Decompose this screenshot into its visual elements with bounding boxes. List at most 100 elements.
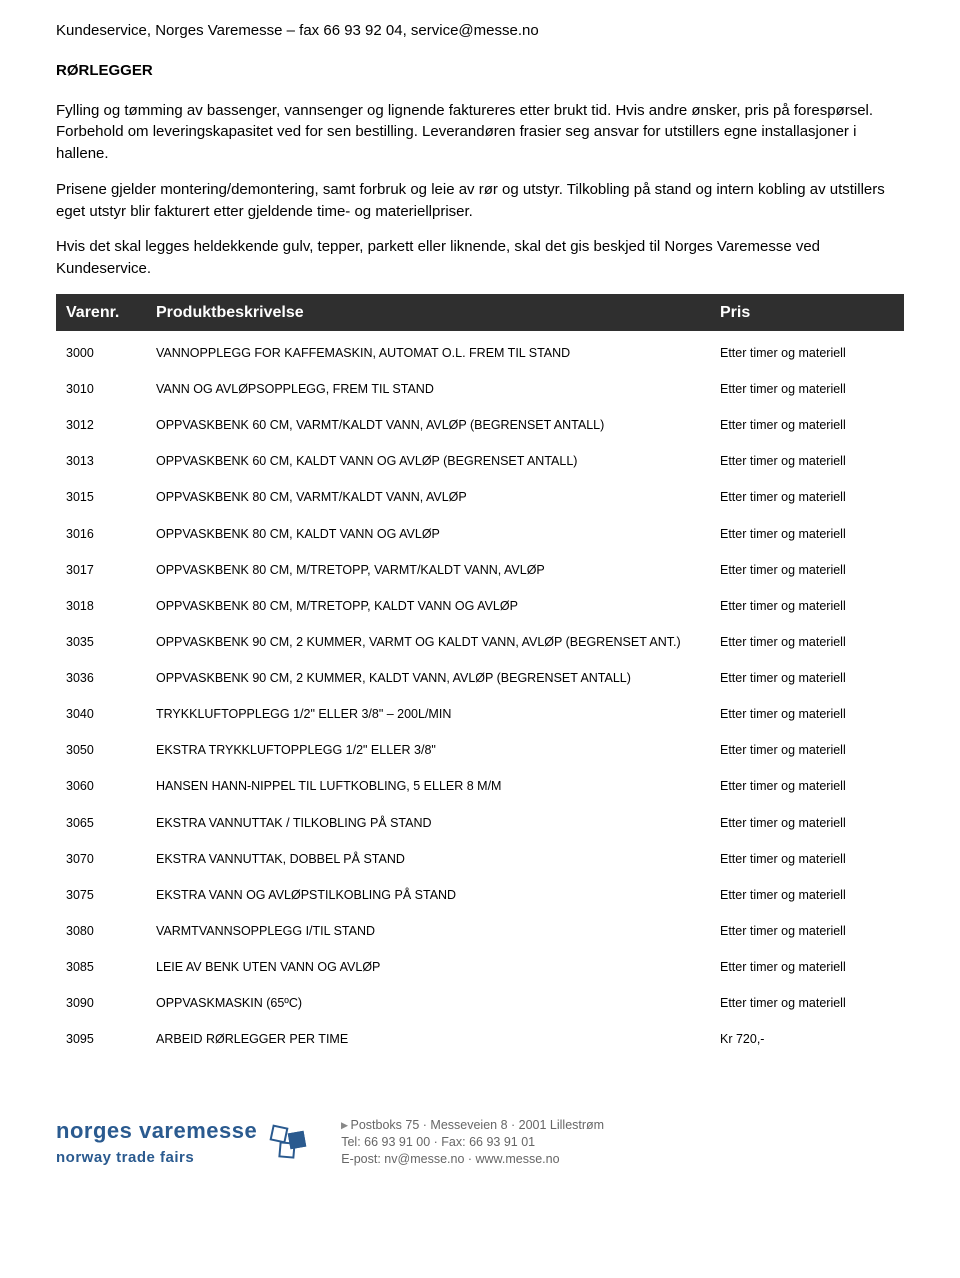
cell-pris: Etter timer og materiell (714, 922, 894, 940)
table-row: 3080VARMTVANNSOPPLEGG I/TIL STANDEtter t… (56, 913, 904, 949)
cell-pris: Etter timer og materiell (714, 850, 894, 868)
cell-desc: VARMTVANNSOPPLEGG I/TIL STAND (156, 922, 714, 940)
cell-pris: Etter timer og materiell (714, 525, 894, 543)
table-row: 3060HANSEN HANN-NIPPEL TIL LUFTKOBLING, … (56, 768, 904, 804)
cell-varenr: 3015 (66, 488, 156, 506)
footer-email: E-post: nv@messe.no · www.messe.no (341, 1151, 604, 1168)
cell-varenr: 3012 (66, 416, 156, 434)
cell-pris: Etter timer og materiell (714, 416, 894, 434)
cell-varenr: 3017 (66, 561, 156, 579)
table-row: 3012OPPVASKBENK 60 CM, VARMT/KALDT VANN,… (56, 407, 904, 443)
footer-phone: Tel: 66 93 91 00 · Fax: 66 93 91 01 (341, 1134, 604, 1151)
cell-pris: Etter timer og materiell (714, 705, 894, 723)
col-header-varenr: Varenr. (66, 301, 156, 324)
cell-desc: OPPVASKBENK 60 CM, VARMT/KALDT VANN, AVL… (156, 416, 714, 434)
cell-varenr: 3016 (66, 525, 156, 543)
cell-varenr: 3000 (66, 344, 156, 362)
price-table-body: 3000VANNOPPLEGG FOR KAFFEMASKIN, AUTOMAT… (56, 335, 904, 1058)
cell-pris: Etter timer og materiell (714, 886, 894, 904)
cell-varenr: 3035 (66, 633, 156, 651)
cell-pris: Etter timer og materiell (714, 488, 894, 506)
cell-varenr: 3095 (66, 1030, 156, 1048)
cell-pris: Etter timer og materiell (714, 741, 894, 759)
cell-pris: Etter timer og materiell (714, 597, 894, 615)
logo-mark-icon (267, 1122, 311, 1162)
table-row: 3013OPPVASKBENK 60 CM, KALDT VANN OG AVL… (56, 443, 904, 479)
cell-pris: Etter timer og materiell (714, 633, 894, 651)
table-row: 3090OPPVASKMASKIN (65ºC)Etter timer og m… (56, 985, 904, 1021)
cell-desc: OPPVASKBENK 80 CM, VARMT/KALDT VANN, AVL… (156, 488, 714, 506)
cell-desc: EKSTRA TRYKKLUFTOPPLEGG 1/2" ELLER 3/8" (156, 741, 714, 759)
table-row: 3065EKSTRA VANNUTTAK / TILKOBLING PÅ STA… (56, 805, 904, 841)
cell-desc: OPPVASKMASKIN (65ºC) (156, 994, 714, 1012)
cell-varenr: 3090 (66, 994, 156, 1012)
cell-pris: Kr 720,- (714, 1030, 894, 1048)
cell-pris: Etter timer og materiell (714, 344, 894, 362)
table-row: 3040TRYKKLUFTOPPLEGG 1/2" ELLER 3/8" – 2… (56, 696, 904, 732)
cell-pris: Etter timer og materiell (714, 452, 894, 470)
table-row: 3035OPPVASKBENK 90 CM, 2 KUMMER, VARMT O… (56, 624, 904, 660)
cell-desc: OPPVASKBENK 80 CM, M/TRETOPP, KALDT VANN… (156, 597, 714, 615)
table-row: 3085LEIE AV BENK UTEN VANN OG AVLØPEtter… (56, 949, 904, 985)
paragraph-3: Hvis det skal legges heldekkende gulv, t… (56, 236, 904, 280)
cell-varenr: 3040 (66, 705, 156, 723)
cell-pris: Etter timer og materiell (714, 561, 894, 579)
cell-pris: Etter timer og materiell (714, 380, 894, 398)
cell-desc: OPPVASKBENK 80 CM, M/TRETOPP, VARMT/KALD… (156, 561, 714, 579)
cell-varenr: 3018 (66, 597, 156, 615)
table-row: 3015OPPVASKBENK 80 CM, VARMT/KALDT VANN,… (56, 479, 904, 515)
page-footer: norges varemesse norway trade fairs ▸ Pos… (56, 1115, 904, 1169)
cell-desc: LEIE AV BENK UTEN VANN OG AVLØP (156, 958, 714, 976)
cell-varenr: 3050 (66, 741, 156, 759)
footer-logo: norges varemesse norway trade fairs (56, 1115, 311, 1169)
table-row: 3000VANNOPPLEGG FOR KAFFEMASKIN, AUTOMAT… (56, 335, 904, 371)
cell-pris: Etter timer og materiell (714, 958, 894, 976)
cell-varenr: 3085 (66, 958, 156, 976)
cell-varenr: 3070 (66, 850, 156, 868)
cell-varenr: 3010 (66, 380, 156, 398)
cell-pris: Etter timer og materiell (714, 669, 894, 687)
cell-desc: OPPVASKBENK 90 CM, 2 KUMMER, VARMT OG KA… (156, 633, 714, 651)
cell-desc: OPPVASKBENK 80 CM, KALDT VANN OG AVLØP (156, 525, 714, 543)
logo-line1: norges varemesse (56, 1115, 257, 1147)
table-row: 3016OPPVASKBENK 80 CM, KALDT VANN OG AVL… (56, 516, 904, 552)
col-header-pris: Pris (714, 301, 894, 324)
table-row: 3018OPPVASKBENK 80 CM, M/TRETOPP, KALDT … (56, 588, 904, 624)
table-header-row: Varenr. Produktbeskrivelse Pris (56, 294, 904, 331)
arrow-icon: ▸ (341, 1118, 347, 1132)
cell-desc: VANN OG AVLØPSOPPLEGG, FREM TIL STAND (156, 380, 714, 398)
table-row: 3010VANN OG AVLØPSOPPLEGG, FREM TIL STAN… (56, 371, 904, 407)
cell-desc: EKSTRA VANN OG AVLØPSTILKOBLING PÅ STAND (156, 886, 714, 904)
cell-varenr: 3075 (66, 886, 156, 904)
section-title: RØRLEGGER (56, 60, 904, 82)
cell-desc: TRYKKLUFTOPPLEGG 1/2" ELLER 3/8" – 200L/… (156, 705, 714, 723)
contact-line: Kundeservice, Norges Varemesse – fax 66 … (56, 20, 904, 42)
col-header-desc: Produktbeskrivelse (156, 301, 714, 324)
table-row: 3095ARBEID RØRLEGGER PER TIMEKr 720,- (56, 1021, 904, 1057)
table-row: 3070EKSTRA VANNUTTAK, DOBBEL PÅ STANDEtt… (56, 841, 904, 877)
paragraph-1: Fylling og tømming av bassenger, vannsen… (56, 100, 904, 165)
paragraph-2: Prisene gjelder montering/demontering, s… (56, 179, 904, 223)
cell-desc: EKSTRA VANNUTTAK, DOBBEL PÅ STAND (156, 850, 714, 868)
cell-varenr: 3036 (66, 669, 156, 687)
cell-desc: OPPVASKBENK 60 CM, KALDT VANN OG AVLØP (… (156, 452, 714, 470)
logo-line2: norway trade fairs (56, 1147, 257, 1169)
cell-varenr: 3060 (66, 777, 156, 795)
table-row: 3050EKSTRA TRYKKLUFTOPPLEGG 1/2" ELLER 3… (56, 732, 904, 768)
cell-desc: ARBEID RØRLEGGER PER TIME (156, 1030, 714, 1048)
cell-desc: VANNOPPLEGG FOR KAFFEMASKIN, AUTOMAT O.L… (156, 344, 714, 362)
table-row: 3036OPPVASKBENK 90 CM, 2 KUMMER, KALDT V… (56, 660, 904, 696)
footer-address: Postboks 75 · Messeveien 8 · 2001 Lilles… (351, 1118, 605, 1132)
footer-contact-info: ▸ Postboks 75 · Messeveien 8 · 2001 Lille… (329, 1117, 604, 1168)
cell-desc: OPPVASKBENK 90 CM, 2 KUMMER, KALDT VANN,… (156, 669, 714, 687)
cell-varenr: 3080 (66, 922, 156, 940)
table-row: 3017OPPVASKBENK 80 CM, M/TRETOPP, VARMT/… (56, 552, 904, 588)
cell-varenr: 3065 (66, 814, 156, 832)
cell-pris: Etter timer og materiell (714, 814, 894, 832)
cell-pris: Etter timer og materiell (714, 994, 894, 1012)
cell-desc: EKSTRA VANNUTTAK / TILKOBLING PÅ STAND (156, 814, 714, 832)
cell-varenr: 3013 (66, 452, 156, 470)
cell-pris: Etter timer og materiell (714, 777, 894, 795)
cell-desc: HANSEN HANN-NIPPEL TIL LUFTKOBLING, 5 EL… (156, 777, 714, 795)
table-row: 3075EKSTRA VANN OG AVLØPSTILKOBLING PÅ S… (56, 877, 904, 913)
